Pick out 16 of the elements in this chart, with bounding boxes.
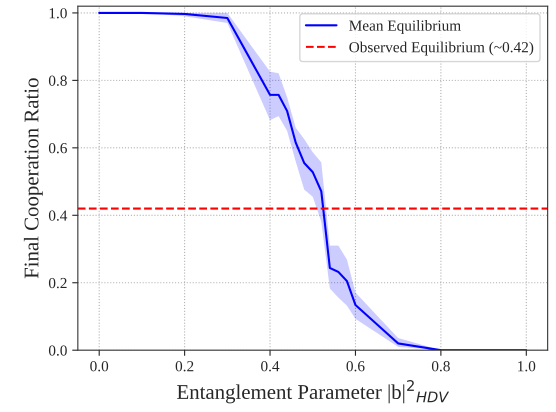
y-tick-label: 0.4 bbox=[48, 210, 68, 221]
x-tick-label: 0.0 bbox=[90, 361, 108, 372]
x-tick-label: 0.2 bbox=[176, 361, 194, 372]
x-tick-label: 0.8 bbox=[432, 361, 450, 372]
x-tick-label: 0.4 bbox=[261, 361, 280, 372]
y-axis-title: Final Cooperation Ratio bbox=[24, 78, 43, 278]
x-tick-label: 0.6 bbox=[346, 361, 365, 372]
y-tick-label: 0.0 bbox=[48, 345, 67, 356]
y-tick-label: 0.2 bbox=[48, 278, 67, 288]
x-tick-label: 1.0 bbox=[518, 361, 536, 372]
y-tick-label: 0.8 bbox=[48, 76, 67, 86]
legend-label: Mean Equilibrium bbox=[349, 20, 461, 34]
y-tick-label: 1.0 bbox=[50, 8, 67, 18]
legend-label: Observed Equilibrium (~0.42) bbox=[349, 42, 534, 56]
x-axis-title: Entanglement Parameter |b|$^{2}$$_{HDV}$ bbox=[177, 380, 450, 404]
y-tick-label: 0.6 bbox=[48, 142, 67, 154]
